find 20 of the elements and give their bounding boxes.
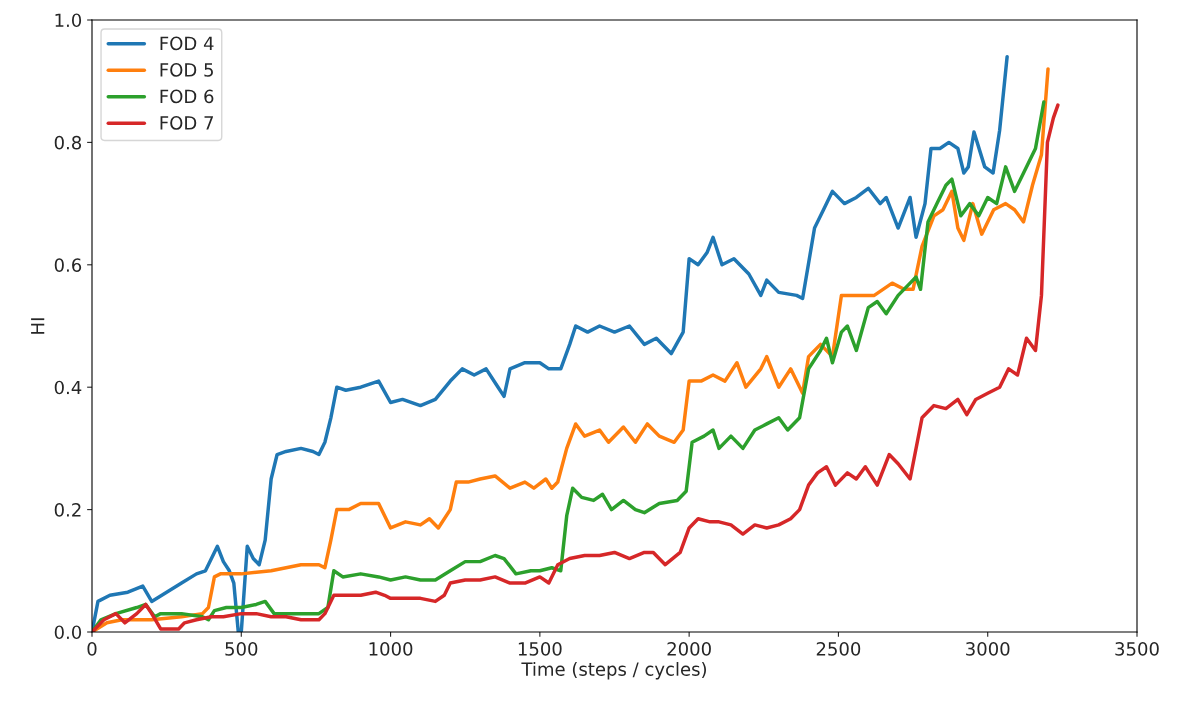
x-tick-label: 3500 (1115, 642, 1159, 656)
y-axis-title: HI (31, 318, 45, 334)
x-tick-label: 1500 (518, 642, 562, 656)
y-tick-label: 0.8 (54, 135, 82, 150)
y-tick-label: 0.0 (54, 625, 82, 640)
y-tick-label: 0.4 (54, 380, 82, 395)
y-tick-label: 0.6 (54, 258, 82, 272)
x-tick-label: 1000 (369, 642, 413, 656)
x-tick-label: 2000 (667, 642, 711, 656)
y-tick-label: 0.2 (54, 503, 81, 517)
x-tick-label: 2500 (816, 642, 861, 656)
x-tick-label: 0 (87, 642, 97, 656)
x-axis-title: Time (steps / cycles) (521, 661, 706, 680)
legend-label: FOD 4 (160, 36, 214, 51)
x-tick-label: 500 (225, 642, 258, 656)
legend-label: FOD 5 (160, 63, 213, 77)
y-tick-label: 1.0 (55, 13, 82, 28)
legend-label: FOD 7 (160, 116, 213, 130)
x-tick-label: 3000 (966, 642, 1010, 656)
legend-label: FOD 6 (160, 89, 214, 104)
